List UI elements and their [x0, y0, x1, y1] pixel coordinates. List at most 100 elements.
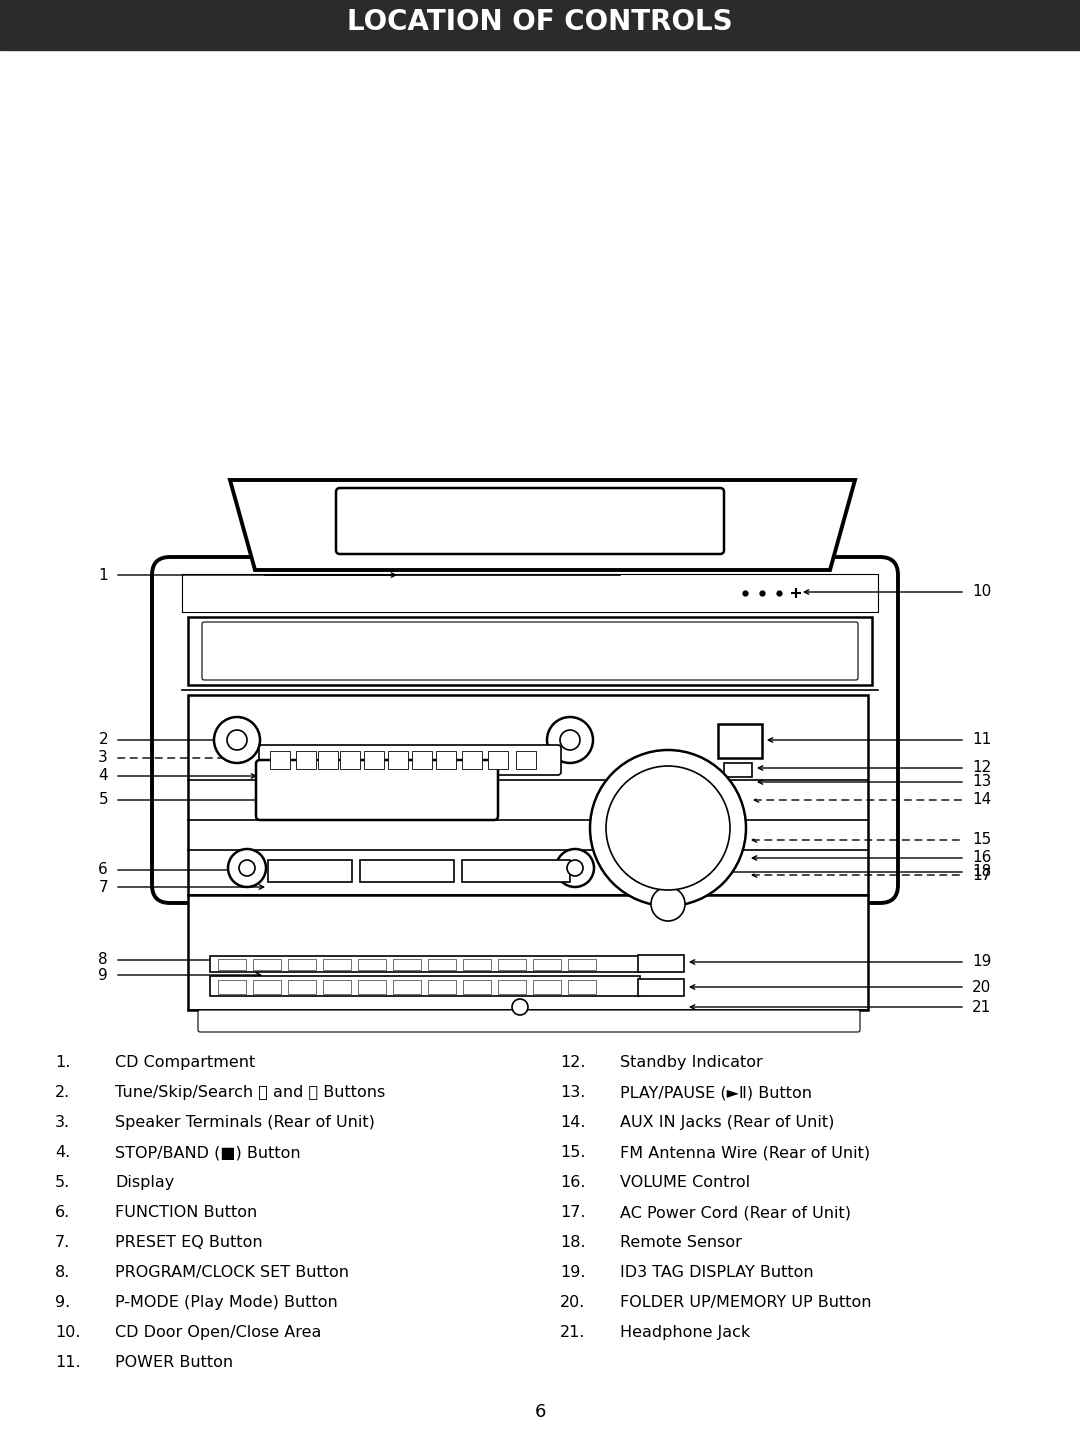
- Circle shape: [214, 717, 260, 763]
- Text: 13.: 13.: [561, 1084, 585, 1100]
- Bar: [0, 0, 1080, 50]
- Bar: [360, 860, 454, 881]
- Text: 5.: 5.: [55, 1175, 70, 1189]
- Text: LOCATION OF CONTROLS: LOCATION OF CONTROLS: [347, 9, 733, 36]
- Circle shape: [227, 730, 247, 750]
- Text: 4: 4: [98, 769, 108, 783]
- Text: P-MODE (Play Mode) Button: P-MODE (Play Mode) Button: [114, 1295, 338, 1310]
- Text: 4.: 4.: [55, 1145, 70, 1161]
- FancyBboxPatch shape: [198, 1009, 860, 1032]
- Bar: [188, 616, 872, 685]
- Text: 14: 14: [972, 792, 991, 808]
- Text: POWER Button: POWER Button: [114, 1355, 233, 1369]
- Bar: [288, 981, 316, 994]
- Text: 10: 10: [972, 585, 991, 599]
- Bar: [436, 752, 456, 769]
- Text: 2.: 2.: [55, 1084, 70, 1100]
- Bar: [318, 752, 338, 769]
- Bar: [428, 959, 456, 971]
- Text: 14.: 14.: [561, 1115, 585, 1130]
- Text: 7.: 7.: [55, 1236, 70, 1250]
- Bar: [357, 959, 386, 971]
- Bar: [428, 981, 456, 994]
- Text: 19.: 19.: [561, 1264, 585, 1280]
- Text: 20.: 20.: [561, 1295, 585, 1310]
- Bar: [210, 956, 640, 972]
- Text: Remote Sensor: Remote Sensor: [620, 1236, 742, 1250]
- Text: 3: 3: [98, 750, 108, 766]
- Bar: [411, 752, 432, 769]
- Text: PRESET EQ Button: PRESET EQ Button: [114, 1236, 262, 1250]
- Circle shape: [556, 850, 594, 887]
- Text: Display: Display: [114, 1175, 174, 1189]
- Text: 21: 21: [972, 999, 991, 1015]
- Text: 16: 16: [972, 851, 991, 865]
- Text: ID3 TAG DISPLAY Button: ID3 TAG DISPLAY Button: [620, 1264, 813, 1280]
- Bar: [534, 981, 561, 994]
- Bar: [498, 959, 526, 971]
- Circle shape: [606, 766, 730, 890]
- Text: 3.: 3.: [55, 1115, 70, 1130]
- Bar: [270, 752, 291, 769]
- Bar: [188, 896, 868, 1009]
- Bar: [218, 959, 246, 971]
- Text: 8.: 8.: [55, 1264, 70, 1280]
- Text: 8: 8: [98, 952, 108, 968]
- Bar: [288, 959, 316, 971]
- Bar: [638, 955, 684, 972]
- Text: CD Compartment: CD Compartment: [114, 1056, 255, 1070]
- Bar: [253, 959, 281, 971]
- Bar: [516, 752, 536, 769]
- Bar: [463, 981, 491, 994]
- Text: 7: 7: [98, 880, 108, 894]
- Text: PROGRAM/CLOCK SET Button: PROGRAM/CLOCK SET Button: [114, 1264, 349, 1280]
- Text: 1.: 1.: [55, 1056, 70, 1070]
- Text: 18: 18: [972, 864, 991, 880]
- Bar: [638, 863, 678, 881]
- Bar: [183, 575, 878, 612]
- Bar: [340, 752, 360, 769]
- Bar: [323, 981, 351, 994]
- Bar: [357, 981, 386, 994]
- Circle shape: [561, 730, 580, 750]
- Bar: [463, 959, 491, 971]
- Bar: [568, 981, 596, 994]
- Bar: [364, 752, 384, 769]
- Bar: [638, 979, 684, 996]
- Text: FUNCTION Button: FUNCTION Button: [114, 1205, 257, 1220]
- Bar: [462, 752, 482, 769]
- Bar: [534, 959, 561, 971]
- Circle shape: [546, 717, 593, 763]
- Bar: [388, 752, 408, 769]
- Bar: [393, 959, 421, 971]
- Text: 11.: 11.: [55, 1355, 81, 1369]
- Text: 13: 13: [972, 775, 991, 789]
- Text: 6.: 6.: [55, 1205, 70, 1220]
- Text: 19: 19: [972, 955, 991, 969]
- Text: FOLDER UP/MEMORY UP Button: FOLDER UP/MEMORY UP Button: [620, 1295, 872, 1310]
- Bar: [253, 981, 281, 994]
- Text: 6: 6: [98, 863, 108, 877]
- Text: 12.: 12.: [561, 1056, 585, 1070]
- Bar: [393, 981, 421, 994]
- Text: 1: 1: [98, 567, 108, 583]
- Bar: [488, 752, 508, 769]
- Text: 20: 20: [972, 979, 991, 995]
- Circle shape: [239, 860, 255, 876]
- Bar: [188, 696, 868, 896]
- Text: FM Antenna Wire (Rear of Unit): FM Antenna Wire (Rear of Unit): [620, 1145, 870, 1161]
- Bar: [218, 981, 246, 994]
- Text: 17: 17: [972, 867, 991, 883]
- Text: 2: 2: [98, 733, 108, 747]
- Bar: [462, 860, 570, 881]
- Text: 18.: 18.: [561, 1236, 585, 1250]
- Text: 5: 5: [98, 792, 108, 808]
- FancyBboxPatch shape: [202, 622, 858, 680]
- FancyBboxPatch shape: [152, 557, 897, 903]
- Bar: [718, 724, 762, 757]
- Text: 17.: 17.: [561, 1205, 585, 1220]
- Text: Speaker Terminals (Rear of Unit): Speaker Terminals (Rear of Unit): [114, 1115, 375, 1130]
- FancyBboxPatch shape: [256, 760, 498, 819]
- Text: 15: 15: [972, 832, 991, 848]
- Bar: [296, 752, 316, 769]
